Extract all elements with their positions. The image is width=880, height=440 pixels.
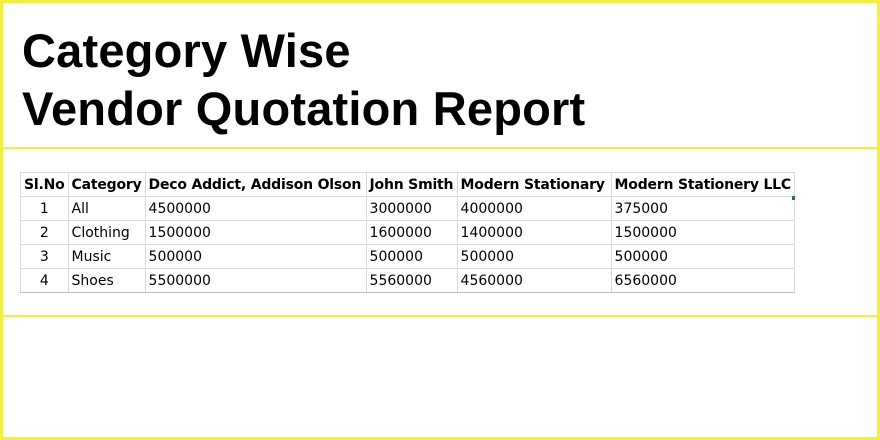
header-sl-no[interactable]: Sl.No bbox=[20, 172, 69, 197]
header-john-smith[interactable]: John Smith bbox=[365, 172, 458, 197]
report-title-line-1: Category Wise bbox=[22, 24, 351, 77]
report-title-line-2: Vendor Quotation Report bbox=[22, 82, 586, 135]
cell-modern-stationery-llc[interactable]: 6560000 bbox=[610, 268, 795, 293]
cell-deco-addict[interactable]: 4500000 bbox=[144, 196, 367, 221]
table-row: 4 Shoes 5500000 5560000 4560000 6560000 bbox=[20, 268, 795, 293]
table-divider bbox=[0, 315, 880, 317]
cell-deco-addict[interactable]: 1500000 bbox=[144, 220, 367, 245]
cell-modern-stationary[interactable]: 1400000 bbox=[456, 220, 612, 245]
cell-modern-stationary[interactable]: 4000000 bbox=[456, 196, 612, 221]
cell-sl-no[interactable]: 2 bbox=[20, 220, 69, 245]
table-row: 1 All 4500000 3000000 4000000 375000 bbox=[20, 196, 795, 221]
cell-modern-stationery-llc[interactable]: 500000 bbox=[610, 244, 795, 269]
cell-category[interactable]: Music bbox=[67, 244, 146, 269]
header-deco-addict[interactable]: Deco Addict, Addison Olson bbox=[144, 172, 367, 197]
report-title: Category Wise Vendor Quotation Report bbox=[22, 22, 585, 138]
cell-sl-no[interactable]: 4 bbox=[20, 268, 69, 293]
cell-modern-stationary[interactable]: 4560000 bbox=[456, 268, 612, 293]
header-row: Sl.No Category Deco Addict, Addison Olso… bbox=[20, 172, 795, 197]
cell-modern-stationary[interactable]: 500000 bbox=[456, 244, 612, 269]
fill-handle-icon[interactable] bbox=[792, 196, 795, 200]
table-row: 2 Clothing 1500000 1600000 1400000 15000… bbox=[20, 220, 795, 245]
header-category[interactable]: Category bbox=[67, 172, 146, 197]
cell-category[interactable]: Shoes bbox=[67, 268, 146, 293]
cell-deco-addict[interactable]: 500000 bbox=[144, 244, 367, 269]
cell-modern-stationery-llc[interactable]: 1500000 bbox=[610, 220, 795, 245]
header-modern-stationery-llc[interactable]: Modern Stationery LLC bbox=[610, 172, 795, 197]
cell-category[interactable]: Clothing bbox=[67, 220, 146, 245]
cell-john-smith[interactable]: 5560000 bbox=[365, 268, 458, 293]
quotation-table: Sl.No Category Deco Addict, Addison Olso… bbox=[20, 172, 795, 293]
table-row: 3 Music 500000 500000 500000 500000 bbox=[20, 244, 795, 269]
cell-category[interactable]: All bbox=[67, 196, 146, 221]
cell-john-smith[interactable]: 3000000 bbox=[365, 196, 458, 221]
cell-sl-no[interactable]: 1 bbox=[20, 196, 69, 221]
cell-modern-stationery-llc[interactable]: 375000 bbox=[610, 196, 795, 221]
cell-john-smith[interactable]: 500000 bbox=[365, 244, 458, 269]
title-divider bbox=[0, 147, 880, 149]
cell-sl-no[interactable]: 3 bbox=[20, 244, 69, 269]
header-modern-stationary[interactable]: Modern Stationary bbox=[456, 172, 612, 197]
cell-deco-addict[interactable]: 5500000 bbox=[144, 268, 367, 293]
cell-john-smith[interactable]: 1600000 bbox=[365, 220, 458, 245]
